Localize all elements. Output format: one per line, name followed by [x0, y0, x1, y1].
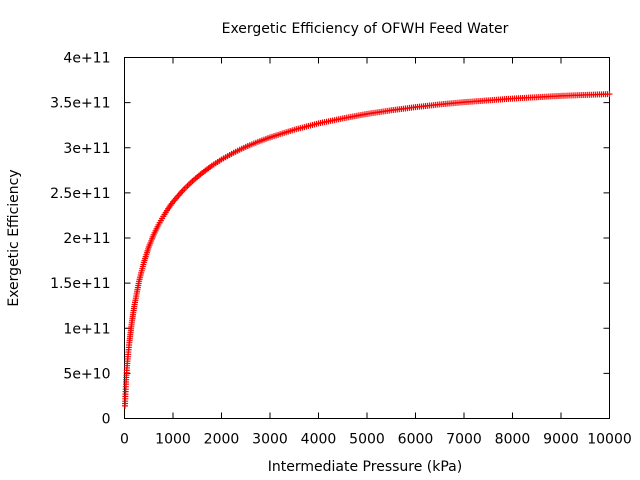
data-point [128, 319, 135, 326]
data-point [189, 178, 196, 185]
data-point [140, 259, 147, 266]
x-tick-label: 8000 [495, 432, 531, 448]
y-tick-label: 2e+11 [63, 231, 110, 247]
data-point [131, 303, 138, 310]
data-point [606, 91, 613, 98]
data-point [155, 221, 162, 228]
x-axis-label: Intermediate Pressure (kPa) [268, 459, 462, 475]
data-point [150, 231, 157, 238]
y-tick-label: 1e+11 [63, 321, 110, 337]
data-point [122, 381, 129, 388]
data-point [179, 187, 186, 194]
y-tick-label: 0 [102, 412, 111, 428]
data-point [136, 278, 143, 285]
data-point [558, 92, 564, 99]
x-tick-label: 0 [120, 432, 129, 448]
x-tick-label: 9000 [543, 432, 579, 448]
data-point [461, 99, 467, 106]
data-point [436, 101, 443, 108]
data-point [339, 115, 346, 122]
data-point [170, 198, 176, 205]
y-tick-label: 3e+11 [63, 141, 110, 157]
x-axis: 0 1000 2000 3000 4000 5000 6000 7000 8000 9000 100… [120, 57, 632, 448]
data-series [121, 91, 613, 409]
x-tick-label: 3000 [252, 432, 288, 448]
data-point [242, 143, 249, 150]
data-point [160, 213, 167, 220]
x-tick-label: 6000 [398, 432, 434, 448]
y-tick-label: 3.5e+11 [50, 96, 110, 112]
y-axis: 0 5e+10 1e+11 1.5e+11 2e+11 2.5e+11 3e+11 3.5e+… [50, 51, 610, 428]
data-point [123, 364, 130, 371]
data-point [165, 205, 172, 212]
data-point [388, 107, 395, 114]
x-tick-label: 4000 [301, 432, 337, 448]
data-point [125, 351, 132, 358]
data-point [145, 244, 152, 251]
y-axis-label: Exergetic Efficiency [6, 169, 22, 306]
y-tick-label: 2.5e+11 [50, 186, 110, 202]
x-tick-label: 7000 [446, 432, 482, 448]
data-point [199, 170, 206, 177]
x-tick-label: 1000 [155, 432, 191, 448]
data-point [412, 104, 419, 111]
y-tick-label: 1.5e+11 [50, 276, 110, 292]
data-point [485, 97, 492, 104]
x-tick-label: 5000 [349, 432, 385, 448]
data-point [509, 95, 516, 102]
data-point [533, 94, 540, 101]
data-point [123, 372, 130, 379]
x-tick-label: 10000 [587, 432, 632, 448]
data-point [122, 391, 129, 398]
data-point [126, 339, 133, 346]
data-point [121, 402, 128, 409]
data-point [218, 156, 225, 163]
data-point [208, 162, 215, 169]
y-tick-label: 5e+10 [63, 366, 110, 382]
data-point [267, 134, 273, 141]
data-point [291, 126, 298, 133]
data-point [254, 138, 261, 145]
data-point [315, 120, 322, 127]
chart-title: Exergetic Efficiency of OFWH Feed Water [222, 21, 509, 37]
y-tick-label: 4e+11 [63, 51, 110, 67]
data-point [364, 110, 370, 117]
data-point [582, 91, 589, 98]
data-point [230, 149, 237, 156]
x-tick-label: 2000 [204, 432, 240, 448]
